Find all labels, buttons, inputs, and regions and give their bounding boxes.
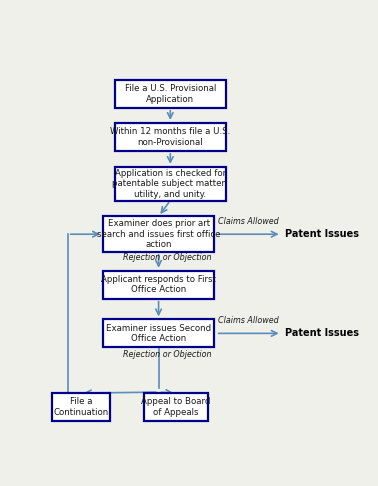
Text: Claims Allowed: Claims Allowed xyxy=(218,217,279,226)
Text: Rejection or Objection: Rejection or Objection xyxy=(123,350,212,359)
FancyBboxPatch shape xyxy=(103,216,214,252)
Text: Application is checked for
patentable subject matter,
utility, and unity.: Application is checked for patentable su… xyxy=(113,169,228,199)
FancyBboxPatch shape xyxy=(115,167,226,201)
FancyBboxPatch shape xyxy=(103,319,214,347)
FancyBboxPatch shape xyxy=(144,393,208,421)
Text: Patent Issues: Patent Issues xyxy=(285,329,359,338)
Text: Patent Issues: Patent Issues xyxy=(285,229,359,239)
Text: Examiner issues Second
Office Action: Examiner issues Second Office Action xyxy=(106,324,211,343)
Text: Appeal to Board
of Appeals: Appeal to Board of Appeals xyxy=(141,398,211,417)
Text: Rejection or Objection: Rejection or Objection xyxy=(123,253,212,262)
FancyBboxPatch shape xyxy=(115,123,226,151)
FancyBboxPatch shape xyxy=(115,80,226,108)
Text: Examiner does prior art
search and issues first office
action: Examiner does prior art search and issue… xyxy=(97,219,220,249)
Text: Within 12 months file a U.S.
non-Provisional: Within 12 months file a U.S. non-Provisi… xyxy=(110,127,231,147)
Text: File a
Continuation: File a Continuation xyxy=(53,398,108,417)
Text: File a U.S. Provisional
Application: File a U.S. Provisional Application xyxy=(125,84,216,104)
Text: Claims Allowed: Claims Allowed xyxy=(218,316,279,325)
FancyBboxPatch shape xyxy=(53,393,110,421)
Text: Applicant responds to First
Office Action: Applicant responds to First Office Actio… xyxy=(101,275,216,295)
FancyBboxPatch shape xyxy=(103,271,214,299)
